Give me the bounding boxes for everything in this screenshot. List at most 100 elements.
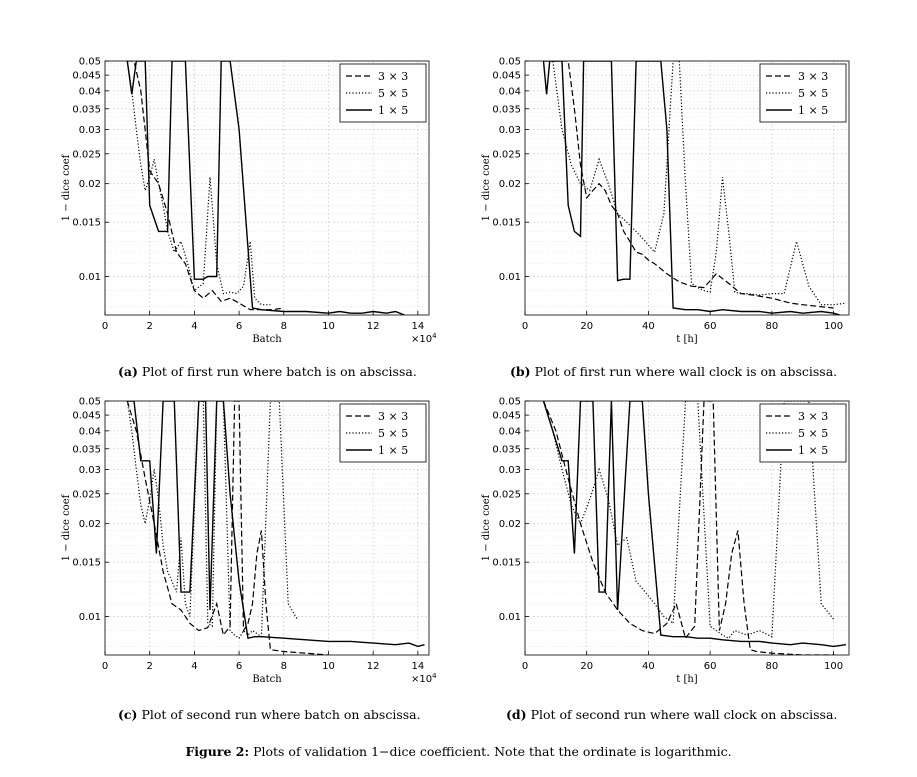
caption-c: (c) Plot of second run where batch on ab…: [118, 707, 421, 722]
legend-label: 1 × 5: [798, 444, 828, 457]
chart-d: 0.01 0.015 0.02 0.025 0.03 0.035 0.04 0.045 0.05…: [481, 397, 850, 685]
x-tick-label: 12: [367, 661, 380, 672]
x-multiplier: ×104: [411, 332, 437, 345]
legend-label: 1 × 5: [378, 104, 408, 117]
caption-d-label: (d): [506, 707, 527, 722]
legend-label: 3 × 3: [378, 410, 408, 423]
x-tick-label: 80: [765, 661, 778, 672]
x-tick-label: 0: [102, 661, 108, 672]
y-axis-label: 1 − dice coef: [61, 493, 72, 561]
legend-label: 5 × 5: [798, 87, 828, 100]
chart-panel-c: 0.01 0.015 0.02 0.025 0.03 0.035 0.04 0.045 0.05…: [55, 396, 437, 696]
y-tick-label: 0.015: [72, 558, 101, 569]
y-tick-label: 0.045: [72, 411, 101, 422]
caption-a-label: (a): [118, 364, 138, 379]
legend-label: 3 × 3: [798, 410, 828, 423]
caption-b: (b) Plot of first run where wall clock i…: [510, 364, 837, 379]
figure-caption-text: Plots of validation 1−dice coefficient. …: [253, 744, 732, 759]
legend-label: 5 × 5: [378, 87, 408, 100]
x-axis-label: t [h]: [676, 674, 698, 685]
x-tick-label: 40: [642, 321, 655, 332]
caption-d: (d) Plot of second run where wall clock …: [506, 707, 837, 722]
y-tick-label: 0.045: [492, 411, 521, 422]
y-tick-label: 0.03: [79, 125, 101, 136]
y-tick-label: 0.01: [499, 612, 521, 623]
caption-c-text: Plot of second run where batch on abscis…: [141, 707, 421, 722]
y-tick-label: 0.015: [72, 218, 101, 229]
chart-panel-d: 0.01 0.015 0.02 0.025 0.03 0.035 0.04 0.045 0.05…: [475, 396, 855, 696]
y-tick-label: 0.02: [79, 519, 101, 530]
x-tick-label: 10: [322, 321, 335, 332]
caption-c-label: (c): [118, 707, 138, 722]
x-tick-label: 0: [522, 661, 528, 672]
series-line-solid: [126, 61, 405, 315]
legend-label: 1 × 5: [798, 104, 828, 117]
axes-frame: [524, 60, 850, 316]
legend-label: 5 × 5: [378, 427, 408, 440]
y-tick-label: 0.03: [499, 465, 521, 476]
x-tick-label: 60: [704, 661, 717, 672]
y-tick-label: 0.035: [492, 444, 521, 455]
legend-label: 1 × 5: [378, 444, 408, 457]
y-tick-label: 0.045: [492, 71, 521, 82]
x-multiplier: ×104: [411, 672, 437, 685]
x-tick-label: 2: [147, 321, 153, 332]
figure-caption: Figure 2: Plots of validation 1−dice coe…: [0, 744, 917, 759]
legend-box: [339, 63, 427, 123]
y-tick-label: 0.015: [492, 218, 521, 229]
x-tick-label: 0: [102, 321, 108, 332]
x-axis-label: Batch: [252, 334, 282, 345]
caption-b-label: (b): [510, 364, 531, 379]
series-line-dotted: [543, 61, 846, 306]
x-tick-label: 4: [191, 321, 197, 332]
y-tick-label: 0.01: [79, 272, 101, 283]
axes-frame: [104, 60, 430, 316]
y-tick-label: 0.05: [79, 57, 101, 68]
series-line-solid: [542, 61, 840, 315]
y-tick-label: 0.035: [492, 104, 521, 115]
y-tick-label: 0.02: [499, 179, 521, 190]
y-tick-label: 0.045: [72, 71, 101, 82]
y-tick-label: 0.05: [499, 57, 521, 68]
y-tick-label: 0.04: [499, 426, 521, 437]
y-tick-label: 0.03: [499, 125, 521, 136]
y-tick-label: 0.025: [72, 149, 101, 160]
series-line-dashed: [126, 401, 329, 655]
caption-a: (a) Plot of first run where batch is on …: [118, 364, 417, 379]
caption-b-text: Plot of first run where wall clock is on…: [534, 364, 838, 379]
x-tick-label: 10: [322, 661, 335, 672]
series-line-dashed: [543, 61, 834, 309]
x-tick-label: 100: [824, 321, 843, 332]
chart-panel-b: 0.01 0.015 0.02 0.025 0.03 0.035 0.04 0.045 0.05…: [475, 56, 855, 356]
x-tick-label: 6: [236, 321, 242, 332]
x-tick-label: 20: [580, 661, 593, 672]
y-tick-label: 0.01: [79, 612, 101, 623]
x-tick-label: 8: [281, 661, 287, 672]
legend-label: 3 × 3: [798, 70, 828, 83]
x-axis-label: t [h]: [676, 334, 698, 345]
x-axis-label: Batch: [252, 674, 282, 685]
x-tick-label: 14: [411, 661, 424, 672]
x-tick-label: 12: [367, 321, 380, 332]
chart-b: 0.01 0.015 0.02 0.025 0.03 0.035 0.04 0.045 0.05…: [481, 57, 850, 345]
series-line-solid: [127, 401, 425, 648]
x-tick-label: 14: [411, 321, 424, 332]
caption-a-text: Plot of first run where batch is on absc…: [141, 364, 417, 379]
figure-caption-label: Figure 2:: [185, 744, 250, 759]
x-tick-label: 0: [522, 321, 528, 332]
axes-frame: [104, 400, 430, 656]
y-tick-label: 0.05: [499, 397, 521, 408]
chart-c: 0.01 0.015 0.02 0.025 0.03 0.035 0.04 0.045 0.05…: [61, 397, 437, 686]
legend-box: [759, 63, 847, 123]
caption-d-text: Plot of second run where wall clock on a…: [530, 707, 838, 722]
y-tick-label: 0.035: [72, 444, 101, 455]
x-tick-label: 20: [580, 321, 593, 332]
x-tick-label: 40: [642, 661, 655, 672]
y-tick-label: 0.015: [492, 558, 521, 569]
series-line-solid: [542, 401, 846, 648]
legend-label: 3 × 3: [378, 70, 408, 83]
y-tick-label: 0.025: [492, 489, 521, 500]
legend-box: [759, 403, 847, 463]
y-tick-label: 0.04: [79, 426, 101, 437]
y-tick-label: 0.05: [79, 397, 101, 408]
